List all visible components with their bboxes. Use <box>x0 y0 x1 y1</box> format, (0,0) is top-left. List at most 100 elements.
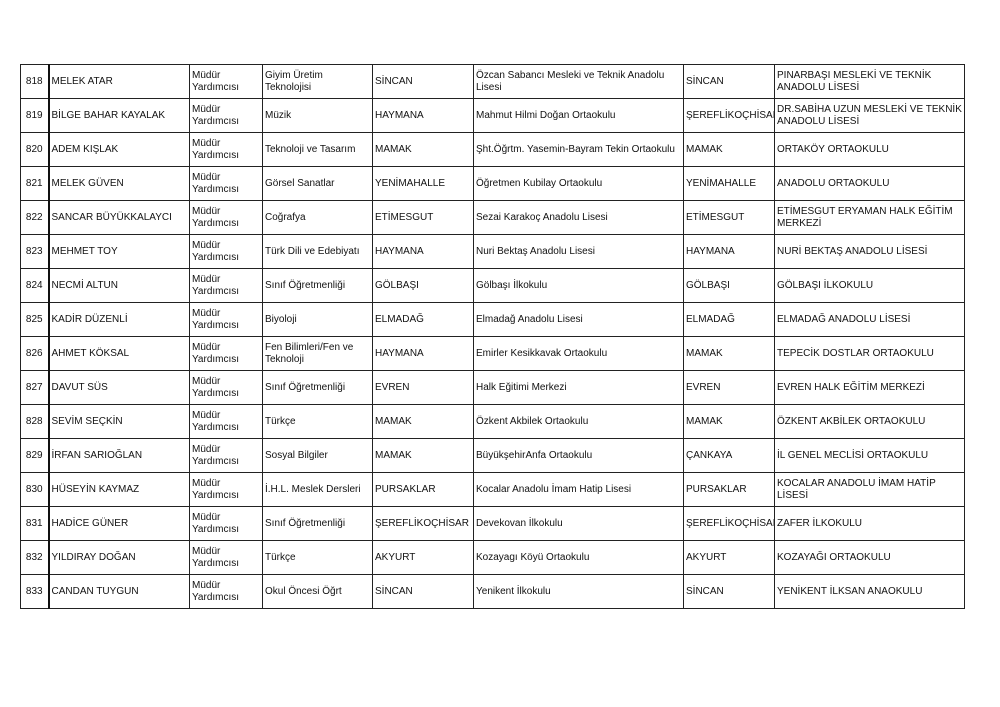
assigned-school: KOZAYAĞI ORTAOKULU <box>774 540 965 575</box>
person-name: SEVİM SEÇKİN <box>48 404 190 439</box>
row-number: 831 <box>20 506 50 541</box>
current-district: SİNCAN <box>372 64 474 99</box>
position: Müdür Yardımcısı <box>189 268 263 303</box>
position: Müdür Yardımcısı <box>189 472 263 507</box>
person-name: ADEM KIŞLAK <box>48 132 190 167</box>
table-row: 832 YILDIRAY DOĞAN Müdür Yardımcısı Türkçe A… <box>20 540 965 575</box>
row-number: 819 <box>20 98 50 133</box>
current-district: AKYURT <box>372 540 474 575</box>
person-name: BİLGE BAHAR KAYALAK <box>48 98 190 133</box>
row-number: 832 <box>20 540 50 575</box>
table-row: 830 HÜSEYİN KAYMAZ Müdür Yardımcısı İ.H.L. … <box>20 472 965 507</box>
branch: Sınıf Öğretmenliği <box>262 370 373 405</box>
current-district: ELMADAĞ <box>372 302 474 337</box>
assignment-table: 818 MELEK ATAR Müdür Yardımcısı Giyim Üreti… <box>20 64 965 609</box>
branch: Sınıf Öğretmenliği <box>262 268 373 303</box>
row-number: 830 <box>20 472 50 507</box>
position: Müdür Yardımcısı <box>189 200 263 235</box>
assigned-district: AKYURT <box>683 540 775 575</box>
current-school: Kozayagı Köyü Ortaokulu <box>473 540 684 575</box>
current-school: Emirler Kesikkavak Ortaokulu <box>473 336 684 371</box>
assigned-district: EVREN <box>683 370 775 405</box>
assigned-district: ETİMESGUT <box>683 200 775 235</box>
position: Müdür Yardımcısı <box>189 438 263 473</box>
row-number: 826 <box>20 336 50 371</box>
row-number: 822 <box>20 200 50 235</box>
position: Müdür Yardımcısı <box>189 404 263 439</box>
table-row: 827 DAVUT SÜS Müdür Yardımcısı Sınıf Öğretm… <box>20 370 965 405</box>
assigned-school: ETİMESGUT ERYAMAN HALK EĞİTİM MERKEZİ <box>774 200 965 235</box>
assigned-school: NURİ BEKTAŞ ANADOLU LİSESİ <box>774 234 965 269</box>
current-school: Şht.Öğrtm. Yasemin-Bayram Tekin Ortaokul… <box>473 132 684 167</box>
table-row: 831 HADİCE GÜNER Müdür Yardımcısı Sınıf Öğr… <box>20 506 965 541</box>
current-district: YENİMAHALLE <box>372 166 474 201</box>
current-district: MAMAK <box>372 132 474 167</box>
branch: Görsel Sanatlar <box>262 166 373 201</box>
branch: Biyoloji <box>262 302 373 337</box>
row-number: 828 <box>20 404 50 439</box>
position: Müdür Yardımcısı <box>189 98 263 133</box>
current-district: GÖLBAŞI <box>372 268 474 303</box>
table-row: 820 ADEM KIŞLAK Müdür Yardımcısı Teknoloji … <box>20 132 965 167</box>
row-number: 820 <box>20 132 50 167</box>
current-school: Sezai Karakoç Anadolu Lisesi <box>473 200 684 235</box>
assigned-school: TEPECİK DOSTLAR ORTAOKULU <box>774 336 965 371</box>
branch: İ.H.L. Meslek Dersleri <box>262 472 373 507</box>
branch: Fen Bilimleri/Fen ve Teknoloji <box>262 336 373 371</box>
branch: Türkçe <box>262 404 373 439</box>
current-district: HAYMANA <box>372 234 474 269</box>
table-row: 828 SEVİM SEÇKİN Müdür Yardımcısı Türkçe MAM… <box>20 404 965 439</box>
person-name: MELEK GÜVEN <box>48 166 190 201</box>
assigned-school: İL GENEL MECLİSİ ORTAOKULU <box>774 438 965 473</box>
table-row: 822 SANCAR BÜYÜKKALAYCI Müdür Yardımcısı Co… <box>20 200 965 235</box>
assigned-school: ÖZKENT AKBİLEK ORTAOKULU <box>774 404 965 439</box>
current-school: Gölbaşı İlkokulu <box>473 268 684 303</box>
table-row: 823 MEHMET TOY Müdür Yardımcısı Türk Dili v… <box>20 234 965 269</box>
branch: Giyim Üretim Teknolojisi <box>262 64 373 99</box>
assigned-district: YENİMAHALLE <box>683 166 775 201</box>
assigned-district: MAMAK <box>683 132 775 167</box>
row-number: 827 <box>20 370 50 405</box>
row-number: 825 <box>20 302 50 337</box>
table-row: 818 MELEK ATAR Müdür Yardımcısı Giyim Üreti… <box>20 64 965 99</box>
current-school: Nuri Bektaş Anadolu Lisesi <box>473 234 684 269</box>
assigned-district: SİNCAN <box>683 574 775 609</box>
position: Müdür Yardımcısı <box>189 506 263 541</box>
table-body: 818 MELEK ATAR Müdür Yardımcısı Giyim Üreti… <box>20 64 965 609</box>
assigned-school: PINARBAŞI MESLEKİ VE TEKNİK ANADOLU LİSE… <box>774 64 965 99</box>
assigned-school: GÖLBAŞI İLKOKULU <box>774 268 965 303</box>
table-row: 829 İRFAN SARIOĞLAN Müdür Yardımcısı Sosyal… <box>20 438 965 473</box>
assigned-district: ELMADAĞ <box>683 302 775 337</box>
branch: Sosyal Bilgiler <box>262 438 373 473</box>
row-number: 829 <box>20 438 50 473</box>
table-row: 824 NECMİ ALTUN Müdür Yardımcısı Sınıf Öğre… <box>20 268 965 303</box>
branch: Türk Dili ve Edebiyatı <box>262 234 373 269</box>
assigned-district: SİNCAN <box>683 64 775 99</box>
assigned-district: HAYMANA <box>683 234 775 269</box>
position: Müdür Yardımcısı <box>189 574 263 609</box>
person-name: CANDAN TUYGUN <box>48 574 190 609</box>
assigned-school: ORTAKÖY ORTAOKULU <box>774 132 965 167</box>
assigned-school: YENİKENT İLKSAN ANAOKULU <box>774 574 965 609</box>
person-name: HÜSEYİN KAYMAZ <box>48 472 190 507</box>
branch: Müzik <box>262 98 373 133</box>
position: Müdür Yardımcısı <box>189 234 263 269</box>
assigned-school: DR.SABİHA UZUN MESLEKİ VE TEKNİK ANADOLU… <box>774 98 965 133</box>
branch: Sınıf Öğretmenliği <box>262 506 373 541</box>
table-row: 826 AHMET KÖKSAL Müdür Yardımcısı Fen Bilim… <box>20 336 965 371</box>
current-school: Kocalar Anadolu İmam Hatip Lisesi <box>473 472 684 507</box>
person-name: SANCAR BÜYÜKKALAYCI <box>48 200 190 235</box>
row-number: 821 <box>20 166 50 201</box>
assigned-district: ŞEREFLİKOÇHİSAR <box>683 98 775 133</box>
current-district: HAYMANA <box>372 336 474 371</box>
branch: Coğrafya <box>262 200 373 235</box>
position: Müdür Yardımcısı <box>189 336 263 371</box>
current-district: HAYMANA <box>372 98 474 133</box>
current-district: ETİMESGUT <box>372 200 474 235</box>
person-name: YILDIRAY DOĞAN <box>48 540 190 575</box>
assigned-school: ANADOLU ORTAOKULU <box>774 166 965 201</box>
position: Müdür Yardımcısı <box>189 166 263 201</box>
current-school: BüyükşehirAnfa Ortaokulu <box>473 438 684 473</box>
position: Müdür Yardımcısı <box>189 370 263 405</box>
assigned-district: ŞEREFLİKOÇHİSAR <box>683 506 775 541</box>
